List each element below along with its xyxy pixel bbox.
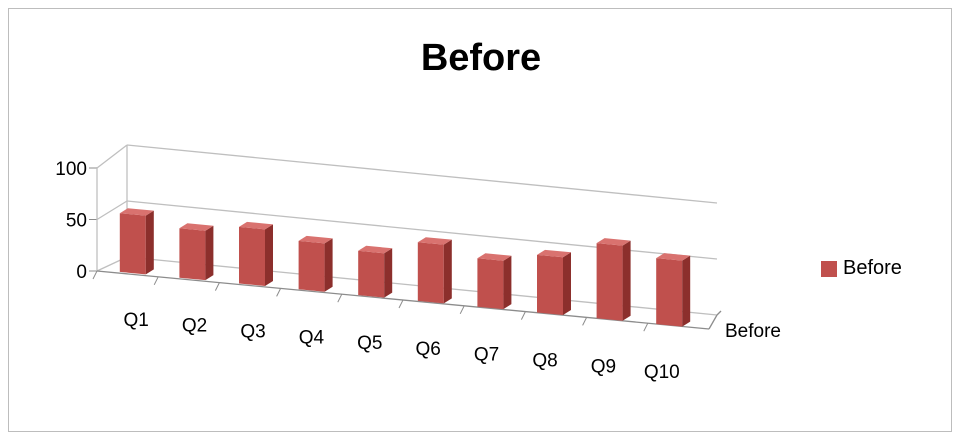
x-tick-mark: [337, 293, 343, 303]
y-tick-label: 50: [66, 211, 87, 232]
bar: [298, 240, 325, 292]
depth-axis-label: Before: [725, 321, 781, 342]
bar-top: [179, 223, 214, 231]
legend-label: Before: [843, 257, 902, 279]
bar-top: [239, 221, 273, 230]
bar-top: [119, 208, 154, 216]
x-tick-label: Q9: [591, 356, 616, 377]
bar-side: [384, 248, 393, 298]
bar-top: [537, 249, 571, 258]
x-tick-mark: [582, 317, 588, 326]
legend-swatch: [821, 260, 837, 277]
bar-side: [145, 210, 154, 275]
bar: [477, 258, 504, 310]
gridline-side: [96, 200, 128, 221]
bar: [596, 243, 623, 321]
x-tick-label: Q10: [644, 362, 680, 383]
x-tick-label: Q6: [416, 339, 441, 360]
bar-top: [477, 253, 512, 261]
y-tick-label: 0: [76, 262, 87, 283]
chart-area: Before 0 50 100 Before Q1 Q2 Q3 Q4 Q5 Q6 Q7 Q8 Q9 Q10…: [8, 8, 952, 432]
x-tick-mark: [459, 305, 465, 315]
x-tick-label: Q5: [357, 333, 382, 354]
x-tick-mark: [92, 270, 98, 280]
bar-side: [563, 252, 571, 315]
bar-top: [417, 237, 452, 245]
x-tick-label: Q7: [474, 345, 499, 366]
gridline-side: [96, 144, 128, 169]
x-tick-mark: [214, 282, 220, 291]
x-tick-label: Q1: [124, 310, 149, 331]
bar: [656, 258, 683, 327]
depth-axis-tick: [716, 310, 722, 316]
bar: [537, 254, 563, 315]
depth-axis: [708, 314, 718, 330]
y-tick-label: 100: [55, 159, 87, 180]
bar: [179, 228, 206, 281]
bar: [417, 242, 444, 304]
x-tick-mark: [153, 276, 159, 286]
legend: Before: [821, 257, 902, 280]
bar-side: [443, 239, 452, 304]
bar-top: [298, 235, 333, 244]
bar-side: [682, 255, 691, 327]
x-tick-label: Q3: [240, 322, 265, 343]
x-tick-label: Q2: [182, 316, 207, 337]
chart-title: Before: [420, 37, 542, 79]
x-tick-label: Q4: [299, 327, 325, 348]
x-tick-mark: [398, 299, 404, 309]
x-tick-mark: [520, 311, 526, 320]
bar: [358, 250, 385, 298]
bar-top: [656, 253, 691, 261]
bar-side: [205, 225, 214, 281]
bar-side: [324, 238, 333, 292]
bar-top: [358, 245, 393, 254]
bar: [239, 226, 265, 286]
x-tick-label: Q8: [532, 351, 557, 372]
bar-side: [265, 224, 273, 286]
bar: [119, 213, 146, 275]
bar-top: [596, 238, 631, 246]
bar-side: [503, 255, 512, 310]
gridline: [126, 144, 718, 204]
x-tick-mark: [276, 288, 282, 297]
x-tick-mark: [643, 322, 649, 332]
bar-side: [622, 240, 631, 321]
bar-chart-3d: 0 50 100 Before Q1 Q2 Q3 Q4 Q5 Q6 Q7 Q8 Q9 Q10: [55, 144, 781, 383]
